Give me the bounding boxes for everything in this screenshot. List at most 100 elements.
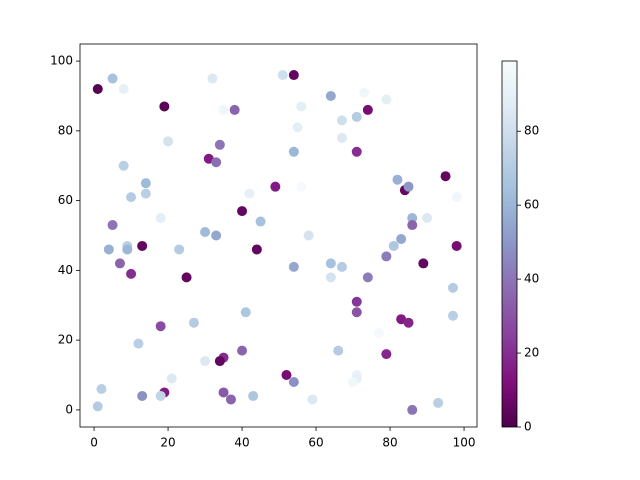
point <box>188 317 199 328</box>
point <box>336 115 347 126</box>
point <box>381 94 392 105</box>
point <box>200 227 211 238</box>
point <box>277 70 288 81</box>
point <box>140 188 151 199</box>
x-tick-label: 80 <box>382 436 397 450</box>
point <box>251 244 262 255</box>
point <box>333 345 344 356</box>
y-tick-label: 20 <box>58 333 73 347</box>
point <box>244 188 255 199</box>
point <box>133 338 144 349</box>
point <box>447 310 458 321</box>
point <box>447 282 458 293</box>
point <box>325 272 336 283</box>
point <box>325 90 336 101</box>
point <box>288 261 299 272</box>
point <box>292 122 303 133</box>
point <box>140 178 151 189</box>
point <box>96 383 107 394</box>
point <box>207 73 218 84</box>
point <box>381 349 392 360</box>
point <box>351 307 362 318</box>
point <box>407 404 418 415</box>
x-tick-label: 0 <box>90 436 98 450</box>
point <box>211 157 222 168</box>
point <box>166 373 177 384</box>
point <box>362 272 373 283</box>
point <box>288 146 299 157</box>
point <box>303 230 314 241</box>
point <box>288 70 299 81</box>
point <box>118 160 129 171</box>
point <box>296 101 307 112</box>
point <box>351 111 362 122</box>
point <box>225 394 236 405</box>
point <box>163 136 174 147</box>
point <box>92 401 103 412</box>
point <box>237 206 248 217</box>
point <box>451 240 462 251</box>
point <box>288 377 299 388</box>
y-tick-label: 80 <box>58 123 73 137</box>
point <box>418 258 429 269</box>
point <box>214 356 225 367</box>
point <box>373 328 384 339</box>
point <box>248 390 259 401</box>
colorbar-tick-label: 80 <box>524 124 539 138</box>
point <box>118 83 129 94</box>
point <box>451 192 462 203</box>
point <box>388 240 399 251</box>
point <box>214 139 225 150</box>
point <box>92 83 103 94</box>
point <box>403 317 414 328</box>
point <box>200 356 211 367</box>
point <box>336 261 347 272</box>
point <box>107 220 118 231</box>
y-tick-label: 40 <box>58 263 73 277</box>
colorbar <box>502 61 517 427</box>
point <box>126 268 137 279</box>
point <box>255 216 266 227</box>
point <box>107 73 118 84</box>
point <box>325 258 336 269</box>
point <box>218 104 229 115</box>
x-tick-label: 40 <box>234 436 249 450</box>
point <box>240 307 251 318</box>
point <box>348 377 359 388</box>
point <box>362 104 373 115</box>
plot-frame <box>79 43 478 428</box>
point <box>351 296 362 307</box>
point <box>381 251 392 262</box>
point <box>433 397 444 408</box>
point <box>126 192 137 203</box>
x-tick-label: 60 <box>308 436 323 450</box>
y-tick-label: 0 <box>65 402 73 416</box>
colorbar-tick-label: 40 <box>524 272 539 286</box>
point <box>155 321 166 332</box>
x-tick-label: 100 <box>453 436 476 450</box>
point <box>281 370 292 381</box>
point <box>407 220 418 231</box>
point <box>396 233 407 244</box>
point <box>296 181 307 192</box>
colorbar-tick-label: 60 <box>524 198 539 212</box>
point <box>218 387 229 398</box>
colorbar-tick-label: 20 <box>524 346 539 360</box>
point <box>114 258 125 269</box>
colorbar-tick-label: 0 <box>524 420 532 434</box>
point <box>351 146 362 157</box>
point <box>270 181 281 192</box>
point <box>229 104 240 115</box>
point <box>392 174 403 185</box>
y-tick-label: 60 <box>58 193 73 207</box>
x-tick-label: 20 <box>160 436 175 450</box>
point <box>359 87 370 98</box>
point <box>336 132 347 143</box>
point <box>307 394 318 405</box>
point <box>237 345 248 356</box>
point <box>422 213 433 224</box>
y-tick-label: 100 <box>50 54 73 68</box>
point <box>440 171 451 182</box>
point <box>174 244 185 255</box>
